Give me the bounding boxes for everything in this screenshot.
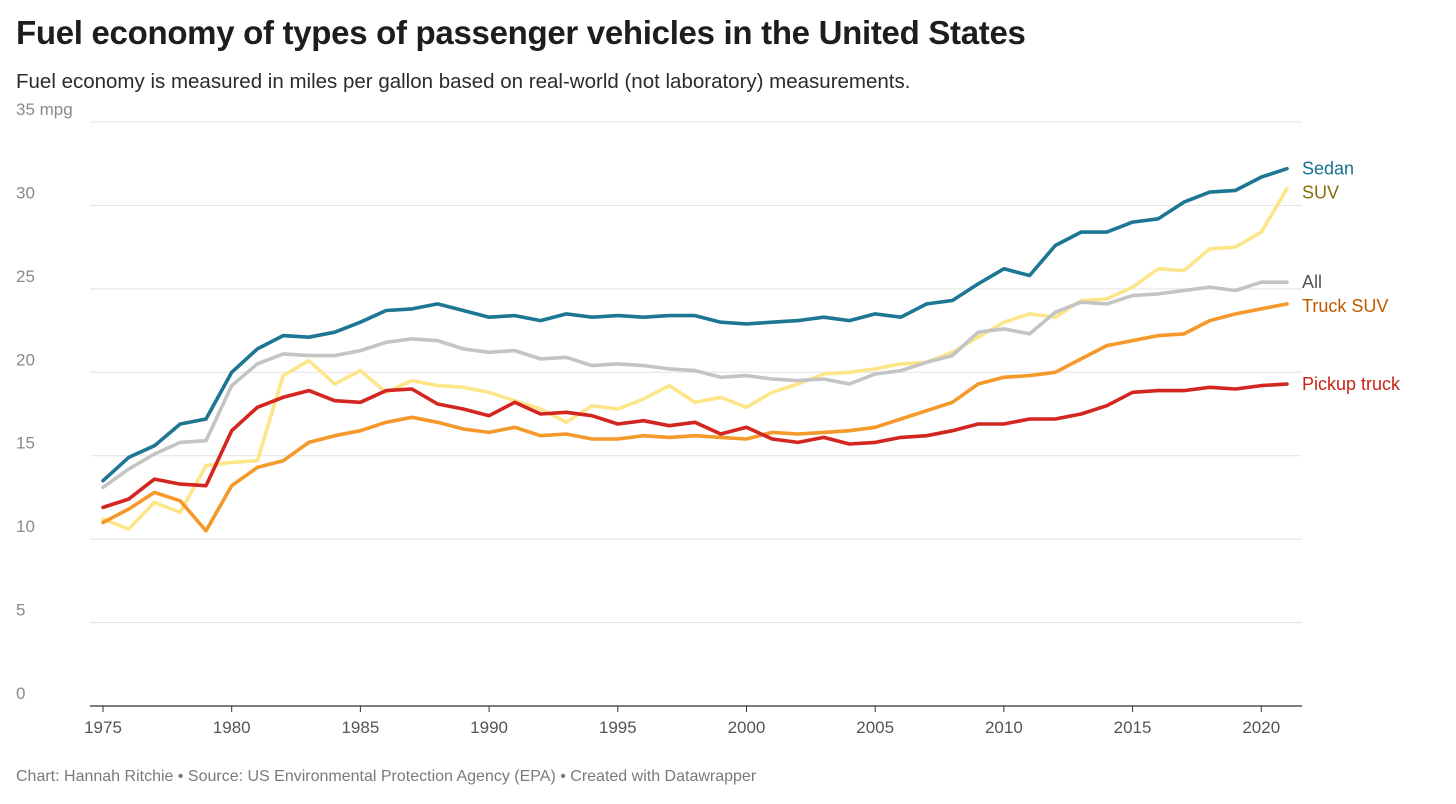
series-label-suv: SUV <box>1302 183 1339 203</box>
series-labels: Sedan SUV All Truck SUV Pickup truck <box>1302 159 1401 394</box>
y-tick-label-20: 20 <box>16 350 35 369</box>
x-tick-label-1995: 1995 <box>599 718 637 737</box>
x-tick-label-2000: 2000 <box>728 718 766 737</box>
x-tick-label-1990: 1990 <box>470 718 508 737</box>
x-tick-label-2005: 2005 <box>856 718 894 737</box>
series-label-all: All <box>1302 272 1322 292</box>
x-tick-label-2010: 2010 <box>985 718 1023 737</box>
x-tick-label-1975: 1975 <box>84 718 122 737</box>
series-label-sedan: Sedan <box>1302 159 1354 179</box>
y-tick-label-5: 5 <box>16 601 25 620</box>
y-tick-label-30: 30 <box>16 183 35 202</box>
x-tick-label-2020: 2020 <box>1242 718 1280 737</box>
y-tick-label-15: 15 <box>16 434 35 453</box>
series-lines <box>101 166 1289 533</box>
series-line-truck-suv <box>101 302 1289 533</box>
series-label-pickup-truck: Pickup truck <box>1302 374 1401 394</box>
x-tick-label-2015: 2015 <box>1114 718 1152 737</box>
chart-title: Fuel economy of types of passenger vehic… <box>16 14 1026 51</box>
x-tick-label-1985: 1985 <box>341 718 379 737</box>
series-line-sedan <box>101 166 1289 483</box>
series-line-all <box>101 280 1289 490</box>
series-label-truck-suv: Truck SUV <box>1302 296 1388 316</box>
y-tick-label-0: 0 <box>16 684 25 703</box>
chart-subtitle: Fuel economy is measured in miles per ga… <box>16 70 911 93</box>
y-tick-label-10: 10 <box>16 517 35 536</box>
series-line-pickup-truck <box>101 382 1289 510</box>
y-tick-label-35: 35 mpg <box>16 100 73 119</box>
x-axis-ticks: 1975 1980 1985 1990 1995 2000 2005 2010 2015 2020 <box>84 706 1280 737</box>
x-tick-label-1980: 1980 <box>213 718 251 737</box>
y-axis-ticks: 0 5 10 15 20 25 30 35 mpg <box>16 100 73 703</box>
y-tick-label-25: 25 <box>16 267 35 286</box>
series-line-suv <box>101 186 1289 531</box>
chart-footer: Chart: Hannah Ritchie • Source: US Envir… <box>16 768 757 785</box>
